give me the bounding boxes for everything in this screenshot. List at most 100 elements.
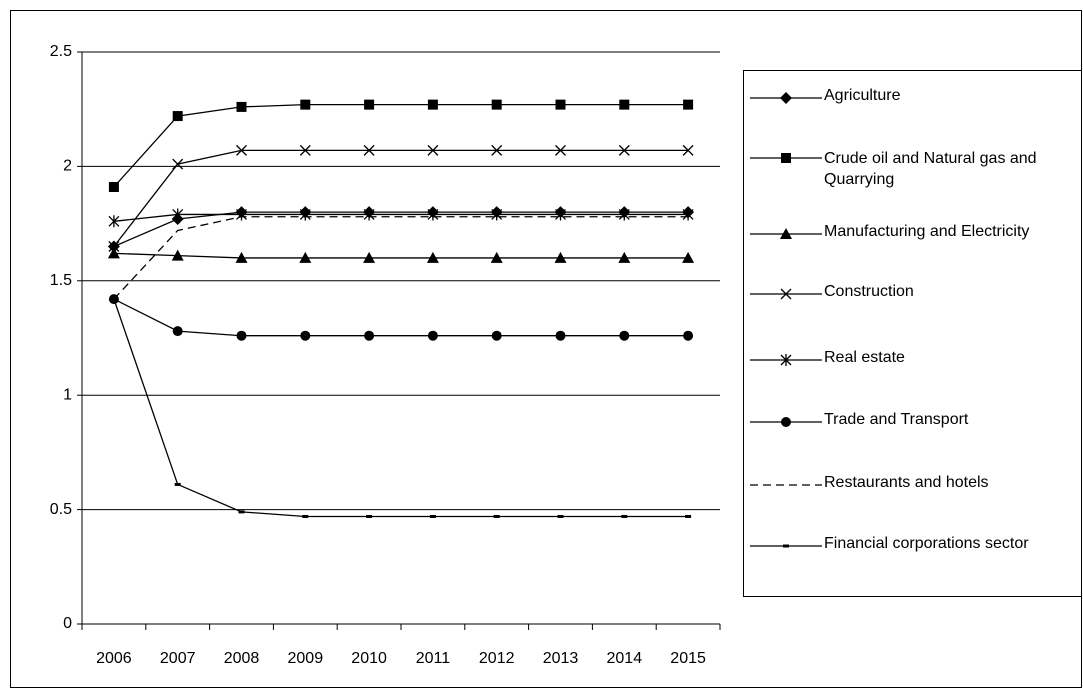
marker [557, 514, 564, 518]
marker [621, 514, 628, 518]
legend-swatch [750, 288, 822, 300]
legend-swatch [750, 354, 822, 366]
series-line [113, 298, 689, 518]
marker [555, 208, 566, 221]
series-line [113, 216, 689, 300]
legend-label: Financial corporations sector [824, 535, 1029, 552]
marker [493, 514, 500, 518]
marker [780, 354, 792, 366]
marker [555, 99, 566, 110]
marker [364, 330, 375, 341]
marker [618, 208, 630, 221]
x-tick-label: 2007 [160, 650, 196, 667]
legend-item: Crude oil and Natural gas and Quarrying [744, 148, 1079, 194]
marker [491, 330, 502, 341]
legend-label: Manufacturing and Electricity [824, 223, 1030, 240]
marker [108, 215, 120, 228]
marker [427, 144, 439, 156]
marker [172, 111, 183, 122]
marker [682, 208, 694, 221]
marker [490, 251, 503, 263]
marker [491, 99, 502, 110]
series [107, 247, 695, 263]
legend-swatch [750, 228, 822, 239]
marker [427, 208, 439, 221]
series-line [113, 211, 689, 248]
x-tick-label: 2006 [96, 650, 132, 667]
marker [780, 228, 792, 239]
marker [299, 251, 312, 263]
x-tick-label: 2008 [224, 650, 260, 667]
marker [171, 249, 184, 261]
marker [555, 330, 566, 341]
legend-swatch [750, 484, 822, 486]
marker [555, 144, 566, 156]
series [113, 216, 689, 300]
legend-item: Agriculture [744, 75, 1079, 121]
legend-item: Restaurants and hotels [744, 462, 1079, 508]
series-line [113, 103, 689, 188]
marker [363, 208, 375, 221]
marker [299, 144, 311, 156]
marker [238, 510, 245, 514]
series-line [113, 213, 689, 222]
marker [618, 144, 630, 156]
series [107, 206, 695, 253]
series [110, 297, 692, 518]
marker [364, 99, 375, 110]
x-tick-label: 2014 [607, 650, 643, 667]
marker [554, 251, 567, 263]
y-tick-label: 1 [63, 386, 72, 403]
legend-item: Real estate [744, 337, 1079, 383]
marker [366, 514, 373, 518]
legend-label: Trade and Transport [824, 411, 969, 428]
x-tick-label: 2011 [416, 650, 451, 667]
marker [683, 330, 694, 341]
marker [781, 153, 791, 163]
legend-swatch [750, 544, 822, 548]
series [108, 144, 694, 252]
marker [300, 99, 311, 110]
y-tick-label: 0.5 [50, 501, 72, 518]
marker [172, 326, 183, 337]
series-line [113, 252, 689, 259]
x-tick-label: 2015 [670, 650, 706, 667]
y-tick-label: 0 [63, 615, 72, 632]
marker [235, 251, 248, 263]
marker [619, 330, 630, 341]
y-tick-label: 1.5 [50, 272, 72, 289]
legend-item: Manufacturing and Electricity [744, 211, 1079, 257]
marker [780, 288, 792, 300]
marker [236, 101, 247, 112]
x-tick-label: 2009 [288, 650, 324, 667]
marker [781, 417, 791, 427]
marker [236, 144, 247, 156]
legend-label: Restaurants and hotels [824, 474, 989, 491]
marker [363, 251, 376, 263]
marker [108, 241, 120, 252]
marker [172, 208, 184, 221]
marker [174, 482, 181, 486]
marker [491, 144, 503, 156]
marker [299, 208, 311, 221]
marker [618, 251, 631, 263]
marker [783, 544, 789, 548]
legend-label: Construction [824, 283, 914, 300]
series-line [113, 298, 689, 337]
x-tick-label: 2012 [479, 650, 515, 667]
series-line [113, 149, 689, 247]
marker [780, 92, 792, 104]
series [108, 99, 694, 192]
marker [236, 208, 247, 221]
marker [682, 251, 695, 263]
legend-swatch [750, 92, 822, 104]
marker [427, 99, 438, 110]
marker [491, 208, 503, 221]
marker [172, 158, 184, 170]
y-tick-label: 2 [63, 158, 72, 175]
marker [300, 330, 311, 341]
x-tick-label: 2010 [351, 650, 387, 667]
marker [108, 181, 119, 192]
marker [236, 330, 247, 341]
